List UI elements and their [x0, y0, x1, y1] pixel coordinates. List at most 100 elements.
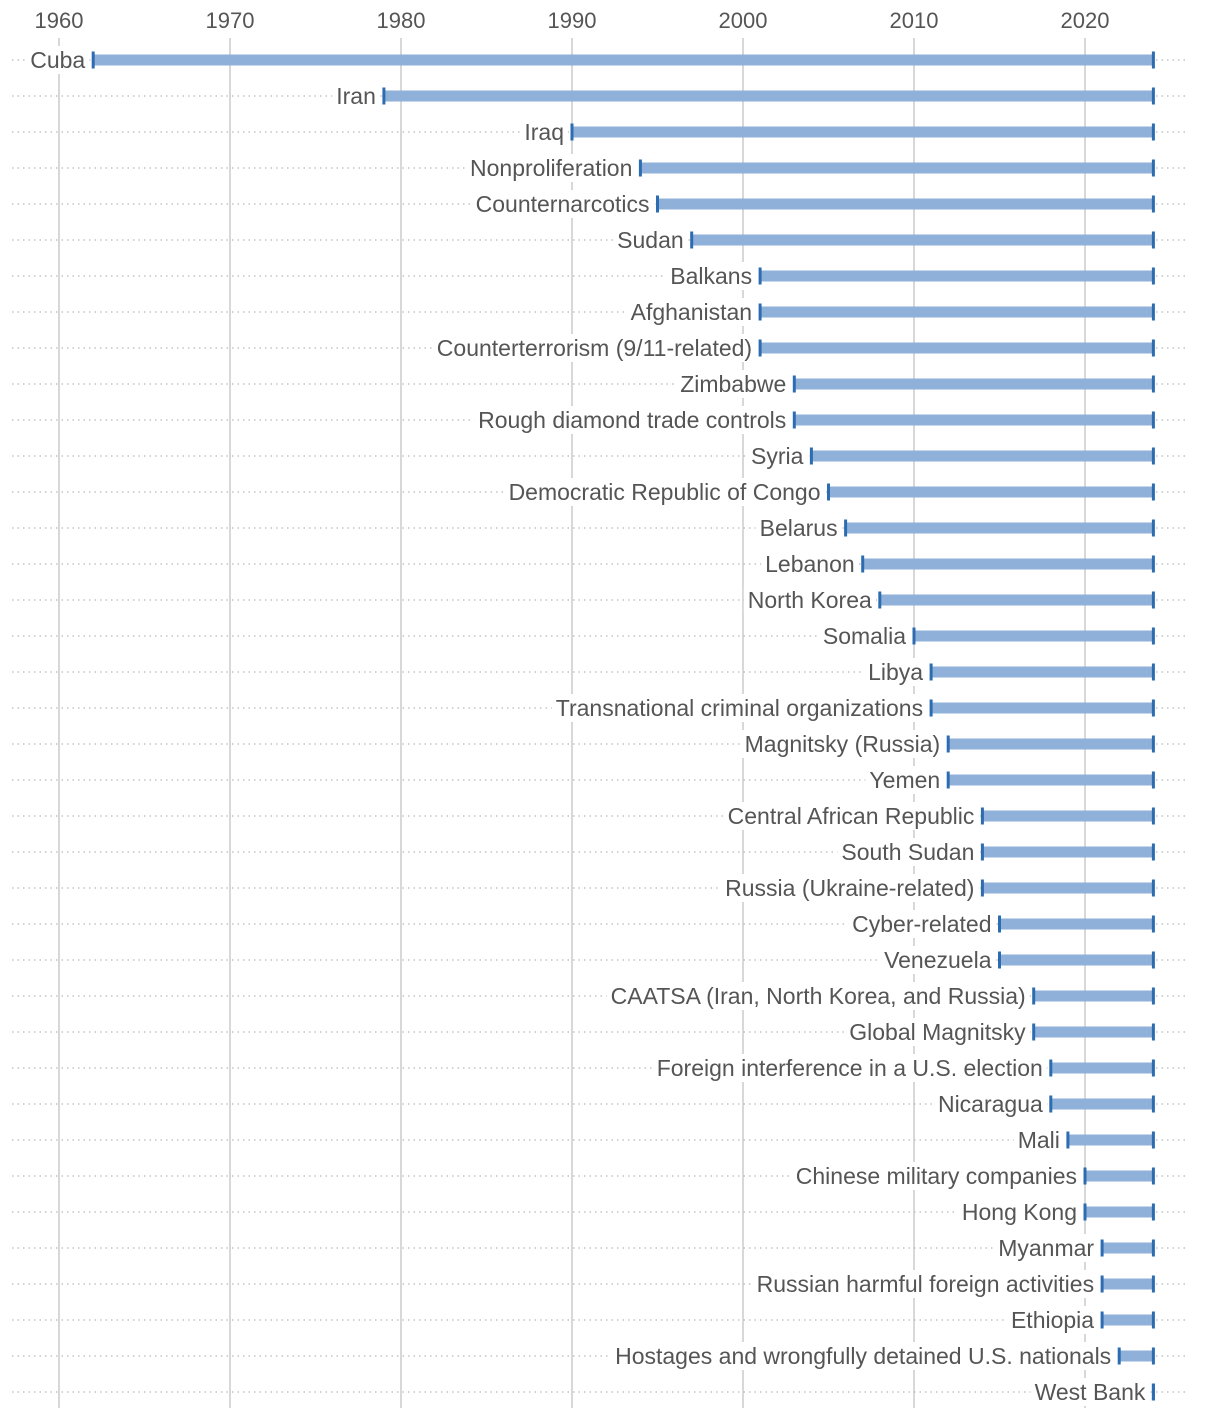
duration-bar [931, 666, 1154, 678]
program-label: Afghanistan [631, 299, 752, 325]
program-label-background [606, 982, 1030, 1010]
program-label: Central African Republic [728, 803, 975, 829]
row-nonproliferation: Nonproliferation [12, 154, 1186, 182]
end-year-marker [1151, 807, 1155, 825]
row-cuba: Cuba [12, 46, 1186, 74]
duration-bar [1102, 1242, 1154, 1254]
program-label-background [1013, 1126, 1064, 1154]
program-label-background [880, 946, 996, 974]
program-label: Sudan [617, 227, 684, 253]
row-somalia: Somalia [12, 622, 1186, 650]
program-label-background [723, 802, 979, 830]
end-year-marker [1151, 987, 1155, 1005]
program-label: CAATSA (Iran, North Korea, and Russia) [611, 983, 1026, 1009]
program-label-background [504, 478, 825, 506]
start-year-marker [656, 195, 659, 213]
program-label: Magnitsky (Russia) [745, 731, 941, 757]
program-label: West Bank [1035, 1379, 1146, 1405]
row-venezuela: Venezuela [12, 946, 1186, 974]
duration-bar [1085, 1206, 1154, 1218]
duration-bar [1033, 1026, 1154, 1038]
program-label: Democratic Republic of Congo [509, 479, 821, 505]
end-year-marker [1151, 447, 1155, 465]
duration-bar [948, 774, 1154, 786]
row-sudan: Sudan [12, 226, 1186, 254]
start-year-marker [1100, 1275, 1104, 1293]
program-label: North Korea [748, 587, 872, 613]
row-nicaragua: Nicaragua [12, 1090, 1186, 1118]
row-magnitsky-russia: Magnitsky (Russia) [12, 730, 1186, 758]
duration-bar [657, 198, 1154, 210]
duration-bar [794, 378, 1154, 390]
end-year-marker [1151, 663, 1155, 681]
x-axis-tick-labels: 1960 1970 1980 1990 2000 2010 2020 [35, 8, 1110, 33]
row-russian-harmful-foreign-activities: Russian harmful foreign activities [12, 1270, 1186, 1298]
end-year-marker [1151, 699, 1155, 717]
start-year-marker [792, 411, 796, 429]
x-tick-label-1980: 1980 [377, 8, 426, 33]
duration-bar [640, 162, 1154, 174]
row-transnational-criminal-organizations: Transnational criminal organizations [12, 694, 1186, 722]
program-label: Counternarcotics [476, 191, 650, 217]
program-label-background [752, 1270, 1099, 1298]
end-year-marker [1151, 159, 1155, 177]
program-label: Cyber-related [852, 911, 991, 937]
program-label-background [626, 298, 757, 326]
row-yemen: Yemen [12, 766, 1186, 794]
start-year-marker [1100, 1311, 1104, 1329]
program-label: Syria [751, 443, 804, 469]
start-year-marker [382, 87, 386, 105]
duration-bar [1102, 1278, 1154, 1290]
duration-bar [1033, 990, 1154, 1002]
program-label-background [611, 1342, 1116, 1370]
row-afghanistan: Afghanistan [12, 298, 1186, 326]
end-year-marker [1151, 339, 1155, 357]
end-year-marker [1151, 1239, 1155, 1257]
end-year-marker [1151, 51, 1155, 69]
program-label: Ethiopia [1011, 1307, 1094, 1333]
program-label: Hong Kong [962, 1199, 1077, 1225]
program-label-background [474, 406, 791, 434]
start-year-marker [878, 591, 882, 609]
duration-bar [1102, 1314, 1154, 1326]
end-year-marker [1151, 1203, 1155, 1221]
start-year-marker [758, 339, 762, 357]
duration-bar [811, 450, 1154, 462]
program-label-background [761, 550, 859, 578]
program-label-background [721, 874, 979, 902]
end-year-marker [1151, 267, 1155, 285]
program-label: Yemen [869, 767, 940, 793]
end-year-marker [1151, 1131, 1155, 1149]
start-year-marker [1032, 1023, 1036, 1041]
end-year-marker [1151, 123, 1155, 141]
duration-bar [914, 630, 1154, 642]
row-belarus: Belarus [12, 514, 1186, 542]
start-year-marker [1049, 1059, 1053, 1077]
start-year-marker [690, 231, 694, 249]
row-iraq: Iraq [12, 118, 1186, 146]
program-label: Somalia [823, 623, 906, 649]
start-year-marker [998, 951, 1001, 969]
program-label-background [791, 1162, 1081, 1190]
row-hong-kong: Hong Kong [12, 1198, 1186, 1226]
start-year-marker [946, 735, 950, 753]
start-year-marker [1032, 987, 1036, 1005]
start-year-marker [998, 915, 1001, 933]
program-label: Transnational criminal organizations [556, 695, 923, 721]
end-year-marker [1151, 555, 1155, 573]
row-lebanon: Lebanon [12, 550, 1186, 578]
row-iran: Iran [12, 82, 1186, 110]
program-label: South Sudan [841, 839, 974, 865]
duration-bar [948, 738, 1154, 750]
duration-bar [999, 918, 1154, 930]
end-year-marker [1151, 1059, 1155, 1077]
program-label: Myanmar [998, 1235, 1094, 1261]
duration-bar [691, 234, 1154, 246]
duration-bar [93, 54, 1154, 66]
end-year-marker [1151, 1167, 1155, 1185]
end-year-marker [1151, 87, 1155, 105]
program-label-background [864, 658, 928, 686]
duration-bar [1050, 1098, 1154, 1110]
program-label-background [613, 226, 688, 254]
